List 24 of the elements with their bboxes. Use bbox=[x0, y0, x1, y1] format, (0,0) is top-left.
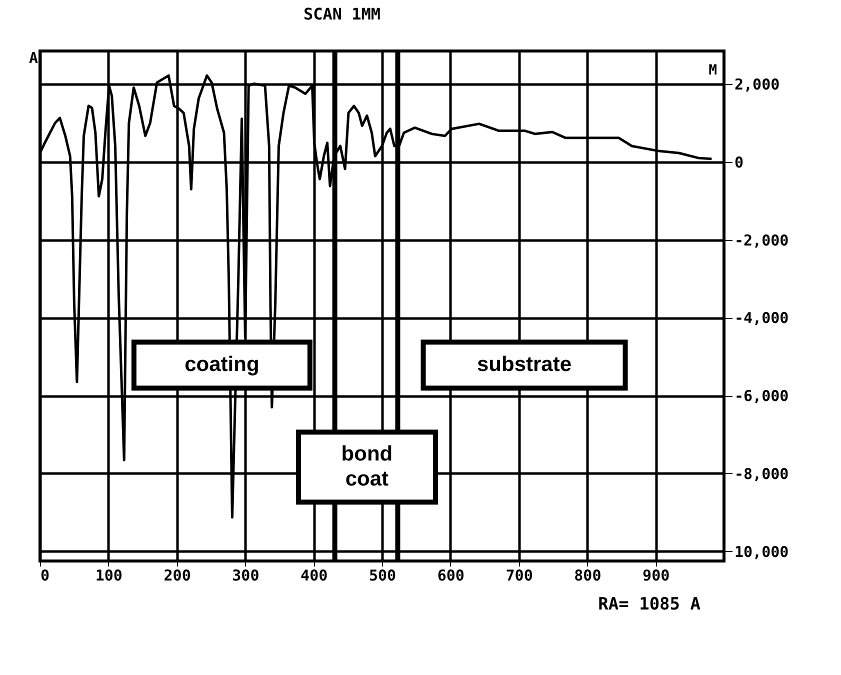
annotation: M bbox=[708, 62, 717, 79]
text: RA= 1085 A bbox=[598, 594, 701, 615]
y-tick-label: -4,000 bbox=[734, 309, 789, 328]
y-tick-label: -8,000 bbox=[734, 464, 789, 483]
x-tick-label: 700 bbox=[506, 566, 533, 584]
y-axis-title: A bbox=[28, 49, 38, 67]
y-tick-label: -2,000 bbox=[734, 231, 789, 250]
x-tick-label: 500 bbox=[368, 566, 396, 584]
x-tick-label: 200 bbox=[164, 566, 191, 584]
x-tick-label: 0 bbox=[40, 566, 50, 584]
x-tick-label: 400 bbox=[300, 566, 328, 584]
y-tick-label: 10,000 bbox=[734, 542, 789, 561]
chart-title: SCAN 1MM bbox=[303, 4, 381, 24]
annotation: coating bbox=[184, 353, 260, 376]
y-tick-label: 2,000 bbox=[734, 76, 780, 94]
x-tick-label: 800 bbox=[574, 566, 602, 584]
x-tick-label: 600 bbox=[437, 566, 464, 584]
x-tick-label: 100 bbox=[95, 566, 122, 584]
x-tick-label: 900 bbox=[642, 566, 670, 584]
y-tick-label: 0 bbox=[734, 153, 744, 172]
x-tick-label: 300 bbox=[232, 566, 260, 584]
y-tick-label: -6,000 bbox=[734, 387, 789, 406]
annotation: substrate bbox=[477, 353, 572, 376]
annotation: bond coat bbox=[341, 442, 393, 491]
